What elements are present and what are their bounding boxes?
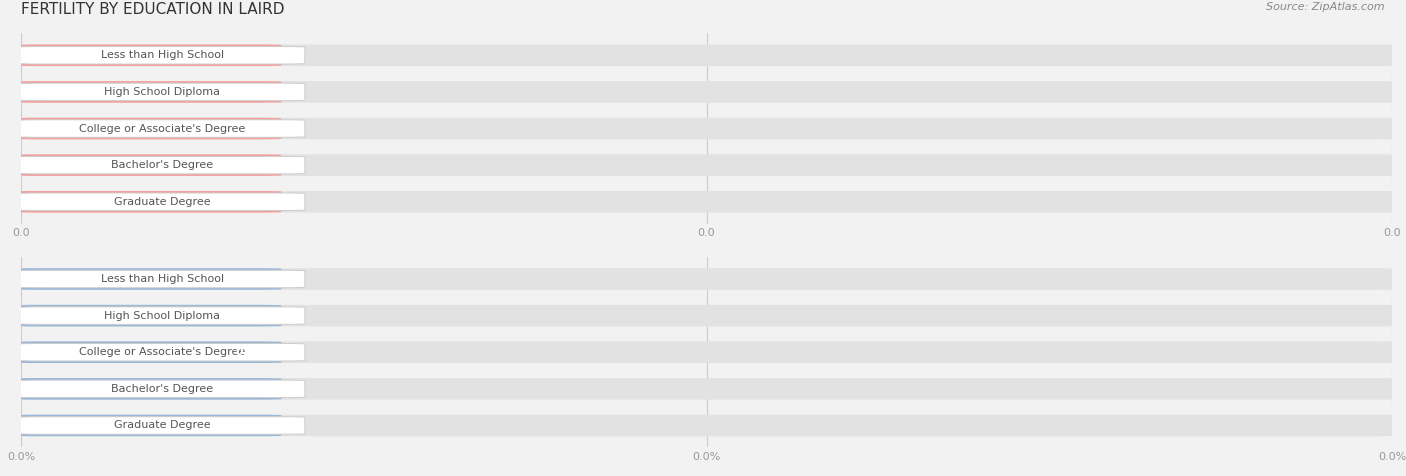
FancyBboxPatch shape bbox=[14, 415, 281, 436]
FancyBboxPatch shape bbox=[20, 270, 305, 288]
FancyBboxPatch shape bbox=[14, 81, 281, 103]
Text: Bachelor's Degree: Bachelor's Degree bbox=[111, 384, 214, 394]
FancyBboxPatch shape bbox=[14, 81, 1399, 103]
FancyBboxPatch shape bbox=[20, 83, 305, 100]
Text: 0.0: 0.0 bbox=[247, 123, 267, 134]
FancyBboxPatch shape bbox=[20, 307, 305, 324]
Text: Graduate Degree: Graduate Degree bbox=[114, 420, 211, 430]
Text: 0.0: 0.0 bbox=[247, 50, 267, 60]
Text: Source: ZipAtlas.com: Source: ZipAtlas.com bbox=[1267, 2, 1385, 12]
FancyBboxPatch shape bbox=[14, 305, 1399, 327]
Text: Graduate Degree: Graduate Degree bbox=[114, 197, 211, 207]
Text: College or Associate's Degree: College or Associate's Degree bbox=[79, 123, 246, 134]
Text: 0.0: 0.0 bbox=[247, 87, 267, 97]
FancyBboxPatch shape bbox=[14, 415, 1399, 436]
Text: Less than High School: Less than High School bbox=[101, 274, 224, 284]
FancyBboxPatch shape bbox=[14, 118, 281, 139]
Text: 0.0%: 0.0% bbox=[236, 347, 267, 357]
FancyBboxPatch shape bbox=[14, 44, 1399, 66]
FancyBboxPatch shape bbox=[20, 380, 305, 397]
FancyBboxPatch shape bbox=[14, 118, 1399, 139]
Text: 0.0: 0.0 bbox=[247, 160, 267, 170]
FancyBboxPatch shape bbox=[14, 341, 1399, 363]
FancyBboxPatch shape bbox=[14, 268, 1399, 290]
Text: High School Diploma: High School Diploma bbox=[104, 87, 221, 97]
FancyBboxPatch shape bbox=[14, 378, 1399, 400]
FancyBboxPatch shape bbox=[14, 154, 1399, 176]
Text: 0.0%: 0.0% bbox=[236, 274, 267, 284]
FancyBboxPatch shape bbox=[14, 154, 281, 176]
FancyBboxPatch shape bbox=[20, 193, 305, 210]
Text: College or Associate's Degree: College or Associate's Degree bbox=[79, 347, 246, 357]
FancyBboxPatch shape bbox=[14, 268, 281, 290]
FancyBboxPatch shape bbox=[20, 120, 305, 137]
FancyBboxPatch shape bbox=[20, 344, 305, 361]
FancyBboxPatch shape bbox=[14, 191, 1399, 213]
FancyBboxPatch shape bbox=[20, 47, 305, 64]
FancyBboxPatch shape bbox=[14, 305, 281, 327]
FancyBboxPatch shape bbox=[14, 341, 281, 363]
FancyBboxPatch shape bbox=[14, 378, 281, 400]
FancyBboxPatch shape bbox=[20, 416, 305, 434]
Text: Bachelor's Degree: Bachelor's Degree bbox=[111, 160, 214, 170]
FancyBboxPatch shape bbox=[20, 157, 305, 174]
Text: High School Diploma: High School Diploma bbox=[104, 311, 221, 321]
Text: Less than High School: Less than High School bbox=[101, 50, 224, 60]
Text: 0.0%: 0.0% bbox=[236, 384, 267, 394]
Text: 0.0%: 0.0% bbox=[236, 420, 267, 430]
Text: 0.0: 0.0 bbox=[247, 197, 267, 207]
Text: FERTILITY BY EDUCATION IN LAIRD: FERTILITY BY EDUCATION IN LAIRD bbox=[21, 2, 284, 18]
Text: 0.0%: 0.0% bbox=[236, 311, 267, 321]
FancyBboxPatch shape bbox=[14, 191, 281, 213]
FancyBboxPatch shape bbox=[14, 44, 281, 66]
